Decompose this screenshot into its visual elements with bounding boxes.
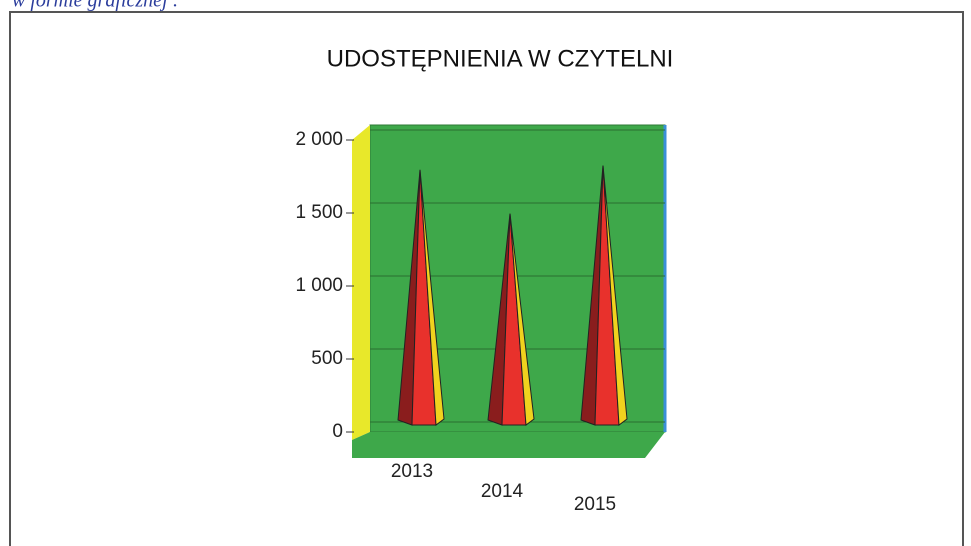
side-wall	[352, 125, 370, 440]
pyramid-right	[602, 165, 628, 426]
y-tick-label: 0	[332, 421, 343, 442]
x-tick-label: 2014	[481, 481, 524, 502]
pyramid-right	[509, 213, 535, 426]
y-tick-label: 1 000	[295, 275, 343, 296]
x-tick-label: 2015	[574, 494, 616, 515]
chart-title: UDOSTĘPNIENIA W CZYTELNI	[327, 45, 674, 72]
floor	[352, 432, 665, 458]
pyramid-right	[419, 169, 445, 426]
y-tick-label: 1 500	[295, 202, 343, 223]
x-tick-label: 2013	[391, 461, 433, 482]
caption: w formie graficznej :	[12, 0, 179, 12]
y-tick-label: 500	[311, 348, 343, 369]
y-tick-label: 2 000	[295, 129, 343, 150]
